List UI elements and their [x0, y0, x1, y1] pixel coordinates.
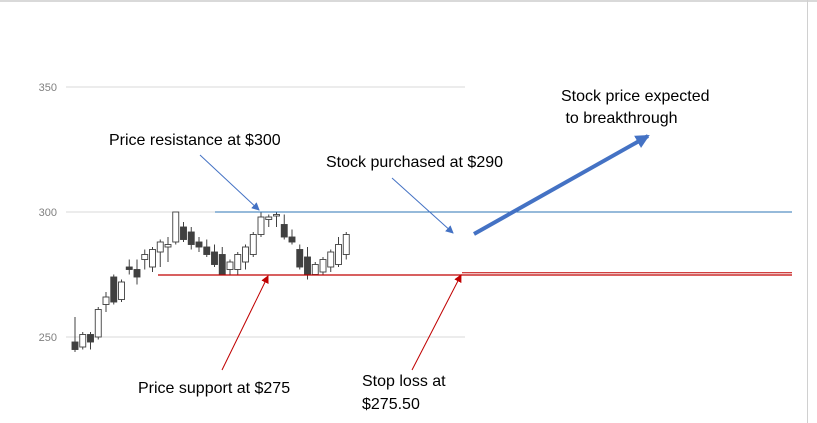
candle-8 [125, 259, 133, 275]
candle-body [273, 214, 280, 217]
right-border [807, 0, 808, 423]
y-tick-label-350: 350 [39, 82, 57, 94]
candle-29 [288, 229, 296, 245]
y-tick-label-300: 300 [39, 207, 57, 219]
candle-body [203, 246, 211, 255]
candle-body [234, 254, 242, 270]
candle-16 [187, 227, 195, 250]
breakthrough-arrow [473, 134, 650, 236]
candle-15 [180, 222, 187, 242]
candle-6 [110, 274, 118, 305]
candle-body [141, 254, 149, 260]
candle-body [211, 251, 218, 265]
level-lines [158, 211, 792, 276]
candle-body [249, 234, 257, 255]
candle-body [102, 296, 110, 305]
candle-body [218, 254, 226, 275]
candle-11 [149, 247, 156, 272]
expected-label: Stock price expected to breakthrough [561, 88, 714, 127]
candle-body [327, 251, 335, 268]
candle-24 [249, 232, 257, 257]
candle-28 [280, 214, 288, 240]
candle-13 [164, 237, 172, 262]
y-axis-ticks: 250 300 350 [39, 82, 57, 344]
candle-body [94, 309, 102, 338]
candle-body [180, 226, 187, 240]
candle-body [125, 266, 133, 270]
candle-body [110, 276, 118, 303]
candle-32 [311, 262, 319, 275]
candle-7 [118, 279, 125, 302]
stoploss-label: Stop loss at $275.50 [362, 373, 450, 413]
candle-body [71, 341, 79, 350]
candle-17 [195, 237, 203, 252]
top-border [0, 0, 817, 2]
candle-34 [327, 249, 335, 272]
candle-26 [265, 214, 273, 227]
candle-body [133, 269, 141, 278]
support-label: Price support at $275 [138, 380, 290, 397]
candle-body [242, 246, 249, 263]
candle-body [149, 249, 156, 268]
candle-33 [319, 257, 327, 275]
candle-21 [226, 259, 234, 275]
candle-9 [133, 259, 141, 285]
candle-body [296, 249, 304, 268]
candle-body [226, 261, 234, 270]
stoploss-arrow [411, 274, 462, 371]
candle-body [319, 259, 327, 273]
candle-body [265, 216, 273, 220]
candle-3 [87, 332, 94, 350]
annotation-arrows [199, 134, 650, 371]
candle-body [164, 244, 172, 248]
candle-27 [273, 212, 280, 227]
candle-14 [172, 211, 180, 245]
candle-body [172, 211, 180, 243]
candle-body [288, 236, 296, 243]
candle-35 [335, 237, 342, 267]
candle-30 [296, 244, 304, 270]
candle-body [156, 241, 164, 253]
candle-body [187, 231, 195, 245]
y-tick-label-250: 250 [39, 332, 57, 344]
purchase-label: Stock purchased at $290 [326, 154, 503, 171]
candle-body [79, 334, 87, 348]
candle-22 [234, 252, 242, 275]
candle-body [195, 241, 203, 248]
support-arrow [221, 275, 269, 371]
candle-12 [156, 239, 164, 267]
candle-36 [342, 232, 350, 260]
candle-body [335, 244, 342, 265]
annotations: Price resistance at $300 Stock purchased… [109, 88, 714, 413]
candle-body [342, 234, 350, 255]
candle-body [280, 224, 288, 238]
candle-25 [257, 212, 265, 237]
resistance-arrow [199, 154, 260, 211]
candle-body [304, 256, 311, 275]
candle-4 [94, 307, 102, 340]
candle-2 [79, 332, 87, 350]
candles [71, 211, 350, 352]
resistance-label: Price resistance at $300 [109, 132, 281, 149]
candle-20 [218, 247, 226, 275]
candle-10 [141, 249, 149, 270]
candle-1 [71, 317, 79, 352]
candle-body [257, 216, 265, 235]
candle-18 [203, 239, 211, 257]
candle-19 [211, 244, 218, 267]
candle-body [87, 334, 94, 343]
candle-23 [242, 244, 249, 270]
candle-body [311, 264, 319, 275]
purchase-arrow [391, 177, 454, 234]
candle-body [118, 281, 125, 300]
candle-5 [102, 292, 110, 312]
